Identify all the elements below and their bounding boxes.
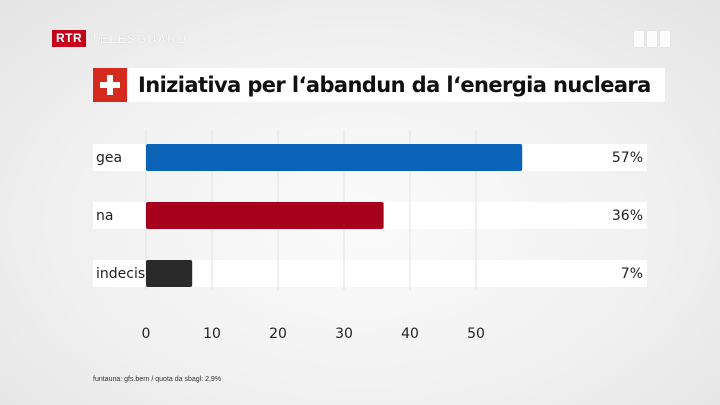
value-label: 36% (612, 208, 643, 224)
chart-title-box: Iniziativa per l‘abandun da l‘energia nu… (128, 68, 665, 102)
category-label: gea (96, 150, 122, 166)
swiss-flag-icon (93, 68, 127, 102)
x-tick-label: 20 (269, 326, 287, 342)
x-tick-label: 10 (203, 326, 221, 342)
x-tick-label: 40 (401, 326, 419, 342)
bar-na (146, 202, 384, 229)
chart-title: Iniziativa per l‘abandun da l‘energia nu… (138, 73, 651, 97)
x-tick-label: 30 (335, 326, 353, 342)
x-tick-label: 0 (142, 326, 151, 342)
category-label: indecis (96, 266, 145, 282)
channel-bug-icon (634, 31, 670, 47)
rtr-logo-box: RTR (52, 30, 87, 47)
x-tick-label: 50 (467, 326, 485, 342)
value-label: 7% (621, 266, 643, 282)
source-note: funtauna: gfs.bern / quota da sbagl: 2,9… (93, 376, 222, 383)
bar-indecis (146, 260, 193, 287)
category-label: na (96, 208, 113, 224)
rtr-telesguard-logo: RTR TELESGUARD (52, 30, 188, 47)
value-label: 57% (612, 150, 643, 166)
telesguard-logo-text: TELESGUARD (91, 31, 188, 46)
bar-gea (146, 144, 523, 171)
